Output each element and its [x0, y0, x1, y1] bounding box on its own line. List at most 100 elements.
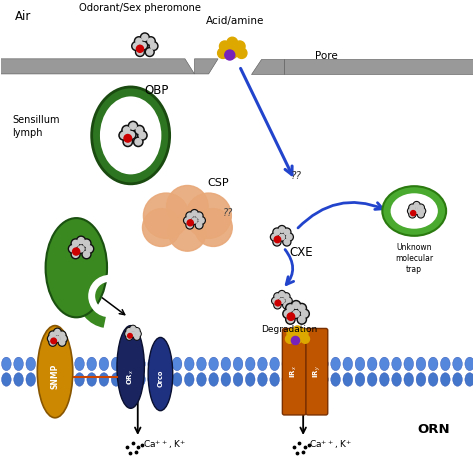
Circle shape	[419, 212, 423, 217]
Circle shape	[194, 209, 232, 246]
Circle shape	[283, 301, 290, 309]
Circle shape	[51, 338, 56, 344]
Ellipse shape	[197, 357, 206, 371]
Circle shape	[274, 301, 281, 309]
Ellipse shape	[380, 373, 389, 386]
Ellipse shape	[50, 373, 60, 386]
Circle shape	[275, 303, 280, 308]
Circle shape	[73, 251, 79, 257]
Circle shape	[299, 316, 305, 323]
Circle shape	[218, 48, 228, 58]
Circle shape	[187, 220, 193, 226]
Ellipse shape	[294, 373, 304, 386]
Circle shape	[197, 213, 202, 219]
Circle shape	[292, 301, 301, 310]
Circle shape	[71, 239, 80, 248]
Text: Pore: Pore	[315, 52, 338, 62]
Circle shape	[131, 332, 135, 336]
Ellipse shape	[367, 357, 377, 371]
FancyBboxPatch shape	[283, 328, 306, 415]
Circle shape	[286, 315, 295, 324]
Circle shape	[420, 209, 425, 213]
Circle shape	[70, 246, 76, 252]
Circle shape	[142, 35, 148, 40]
Ellipse shape	[233, 373, 243, 386]
Ellipse shape	[355, 357, 365, 371]
Ellipse shape	[331, 357, 340, 371]
Ellipse shape	[37, 326, 73, 418]
Ellipse shape	[428, 373, 438, 386]
Circle shape	[183, 217, 191, 224]
Ellipse shape	[343, 357, 353, 371]
Circle shape	[274, 229, 280, 235]
Text: Orco: Orco	[157, 370, 164, 387]
Ellipse shape	[148, 373, 157, 386]
Ellipse shape	[75, 357, 84, 371]
Circle shape	[186, 212, 193, 219]
Circle shape	[83, 251, 90, 257]
Circle shape	[47, 335, 55, 342]
Circle shape	[299, 329, 308, 337]
Circle shape	[55, 329, 60, 335]
Circle shape	[409, 211, 416, 218]
Circle shape	[83, 240, 90, 246]
Circle shape	[418, 204, 424, 211]
Circle shape	[136, 47, 145, 56]
Ellipse shape	[383, 186, 446, 236]
Circle shape	[143, 209, 180, 246]
Bar	[0, 365, 474, 378]
Ellipse shape	[117, 326, 145, 408]
Ellipse shape	[124, 357, 133, 371]
Ellipse shape	[160, 373, 170, 386]
Circle shape	[127, 335, 131, 339]
Ellipse shape	[111, 357, 121, 371]
Ellipse shape	[306, 373, 316, 386]
Circle shape	[73, 240, 79, 246]
Ellipse shape	[26, 373, 36, 386]
Circle shape	[284, 310, 291, 317]
Circle shape	[273, 298, 278, 303]
Ellipse shape	[453, 373, 462, 386]
Circle shape	[410, 212, 415, 217]
Ellipse shape	[428, 357, 438, 371]
Circle shape	[275, 300, 281, 306]
Circle shape	[122, 126, 131, 135]
Text: ??: ??	[222, 209, 233, 219]
Circle shape	[130, 325, 136, 332]
Ellipse shape	[160, 357, 170, 371]
Circle shape	[125, 138, 131, 145]
Circle shape	[272, 234, 277, 240]
Circle shape	[225, 50, 235, 60]
Circle shape	[49, 336, 54, 341]
Circle shape	[413, 208, 420, 215]
Ellipse shape	[319, 357, 328, 371]
Ellipse shape	[391, 193, 438, 229]
Circle shape	[410, 210, 416, 216]
Circle shape	[123, 127, 130, 133]
Ellipse shape	[282, 373, 292, 386]
Circle shape	[278, 297, 285, 304]
Circle shape	[287, 234, 292, 240]
Ellipse shape	[465, 357, 474, 371]
Ellipse shape	[209, 373, 219, 386]
Circle shape	[285, 233, 293, 241]
Circle shape	[85, 244, 94, 253]
Circle shape	[286, 298, 291, 303]
Circle shape	[55, 336, 60, 341]
Circle shape	[235, 41, 245, 52]
Circle shape	[409, 209, 413, 213]
Ellipse shape	[246, 357, 255, 371]
Circle shape	[293, 335, 302, 343]
Ellipse shape	[392, 357, 401, 371]
Ellipse shape	[246, 373, 255, 386]
Ellipse shape	[319, 373, 328, 386]
Circle shape	[131, 327, 135, 331]
Circle shape	[198, 217, 205, 224]
Circle shape	[128, 334, 132, 338]
Text: Ca$^{++}$, K$^{+}$: Ca$^{++}$, K$^{+}$	[309, 438, 352, 451]
Circle shape	[279, 227, 285, 232]
Text: Acid/amine: Acid/amine	[205, 16, 264, 26]
FancyBboxPatch shape	[306, 328, 328, 415]
Ellipse shape	[1, 357, 11, 371]
Circle shape	[299, 305, 305, 311]
